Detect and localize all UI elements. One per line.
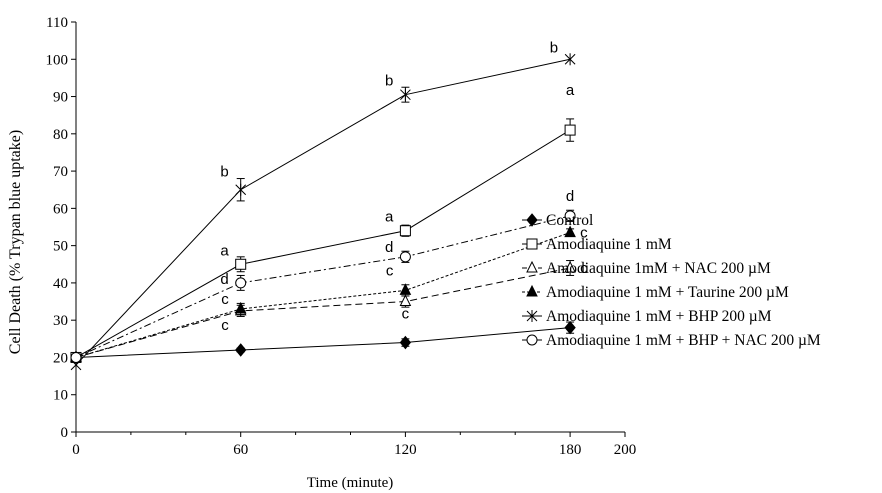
y-tick-label: 100 [46,52,69,68]
data-point [399,283,412,295]
data-point [564,124,576,136]
y-tick-label: 110 [46,15,68,31]
significance-label: c [580,225,588,242]
legend-item: Amodiaquine 1 mM + BHP 200 µM [522,308,772,325]
series-line [75,58,571,366]
significance-label: d [566,188,574,205]
data-point [235,343,247,357]
y-tick-label: 30 [53,313,68,329]
significance-label: d [385,239,393,256]
legend-label: Amodiaquine 1mM + NAC 200 µM [546,260,771,277]
significance-label: c [402,306,410,323]
legend-marker [526,238,538,250]
x-tick-label: 120 [394,442,417,458]
data-point [399,251,411,263]
series-1: a a a [70,82,576,363]
legend-item: Amodiaquine 1 mM + BHP + NAC 200 µM [522,332,821,349]
series-line [75,267,571,358]
legend-marker [526,310,538,322]
legend-item: Control [522,212,593,229]
legend-item: Amodiaquine 1mM + NAC 200 µM [522,260,771,277]
legend-label: Amodiaquine 1 mM + Taurine 200 µM [546,284,789,301]
legend-marker [526,284,538,297]
legend-marker [526,334,538,346]
series-line [75,215,571,358]
axes: 0 10 20 30 40 50 60 70 80 90 100 110 0 60 120 180 200 [46,15,637,458]
data-point [234,301,247,314]
data-point [399,335,412,350]
y-tick-label: 40 [53,276,68,292]
y-tick-label: 90 [53,90,68,106]
series-line [75,129,571,358]
legend-label: Amodiaquine 1 mM + BHP + NAC 200 µM [546,332,821,349]
y-tick-label: 50 [53,239,68,255]
legend-label: Amodiaquine 1 mM + BHP 200 µM [546,308,772,325]
significance-label: c [221,317,229,334]
legend-item: Amodiaquine 1 mM [522,236,672,253]
x-tick-label: 0 [72,442,80,458]
data-point [564,210,576,222]
significance-label: d [220,271,228,288]
x-tick-label: 200 [614,442,637,458]
data-point [564,53,576,66]
significance-label: b [220,164,228,181]
data-point [400,88,411,101]
legend-label: Amodiaquine 1 mM [546,236,672,253]
series-0 [70,320,576,365]
legend: Control Amodiaquine 1 mM Amodiaquine 1mM +… [522,212,821,349]
significance-label: c [221,291,229,308]
series-5: d d d [70,188,576,363]
legend-item: Amodiaquine 1 mM + Taurine 200 µM [522,284,789,301]
legend-label: Control [546,212,593,229]
x-axis-title: Time (minute) [307,475,394,491]
y-tick-label: 0 [61,425,69,441]
significance-label: a [385,209,394,226]
data-point [235,277,247,289]
y-tick-label: 70 [53,164,68,180]
data-point [70,351,82,363]
significance-label: c [580,260,588,277]
series-3: ccc [70,225,588,362]
significance-label: c [386,262,394,279]
x-tick-label: 180 [559,442,582,458]
significance-label: b [550,39,558,56]
legend-marker [526,260,538,273]
data-point [564,320,576,335]
y-tick-label: 20 [53,350,68,366]
series-4: b b b [70,39,576,371]
data-point [564,225,576,238]
data-point [399,294,412,307]
data-point [235,183,247,196]
data-point [399,225,411,237]
significance-label: a [220,242,229,259]
significance-label: a [566,82,575,99]
series-line [75,327,571,358]
x-tick-label: 60 [233,442,248,458]
y-axis-title: Cell Death (% Trypan blue uptake) [7,130,24,354]
data-point [235,258,247,270]
data-point [564,260,576,273]
y-tick-label: 80 [53,127,68,143]
y-tick-label: 60 [53,201,68,217]
legend-marker [526,213,538,227]
significance-label: b [385,73,393,90]
y-tick-label: 10 [53,388,68,404]
series-line [75,232,571,358]
